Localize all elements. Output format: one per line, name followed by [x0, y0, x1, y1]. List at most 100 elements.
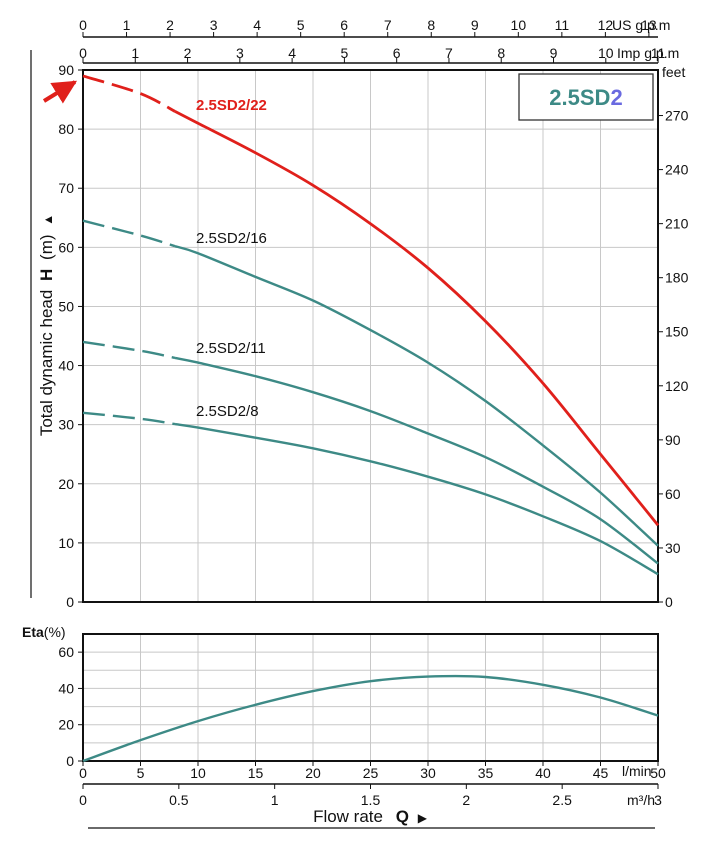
model-title-main: 2.5SD	[549, 85, 610, 110]
m3h-tick-label: 0.5	[169, 792, 189, 808]
m3h-tick-label: 2	[462, 792, 470, 808]
head-curves	[82, 74, 660, 576]
curve-2-5sd2-16-dashed	[82, 219, 176, 248]
eta-ticks: 0 20 40 60	[58, 644, 83, 769]
curve-2-5sd2-11-dashed	[82, 340, 176, 360]
curve-2-5sd2-11	[174, 356, 659, 565]
curve-label-2-5sd2-22: 2.5SD2/22	[196, 97, 267, 114]
head-feet-tick-label: 120	[665, 378, 689, 394]
efficiency-curve-group	[82, 674, 659, 763]
curve-2-5sd2-8	[174, 422, 659, 576]
main-grid	[82, 69, 659, 603]
feet-unit-label: feet	[662, 64, 685, 80]
m3h-tick-label: 0	[79, 792, 87, 808]
eta-tick-label: 40	[58, 680, 74, 696]
head-m-ticks: 0 10 20 30 40 50 60 70 80 90	[58, 62, 83, 610]
head-m-tick-label: 80	[58, 121, 74, 137]
head-m-tick-label: 60	[58, 239, 74, 255]
head-feet-tick-label: 210	[665, 216, 689, 232]
m3h-unit: m³/h	[627, 792, 655, 808]
lmin-tick-label: 50	[650, 765, 666, 781]
head-m-tick-label: 30	[58, 417, 74, 433]
curve-2-5sd2-22	[174, 110, 660, 527]
head-m-tick-label: 70	[58, 180, 74, 196]
head-m-tick-label: 0	[66, 594, 74, 610]
head-feet-tick-label: 270	[665, 108, 689, 124]
imp-gpm-unit: Imp g.p.m	[617, 45, 679, 61]
head-m-tick-label: 20	[58, 476, 74, 492]
us-gpm-tick-label: 6	[340, 17, 348, 33]
head-m-tick-label: 40	[58, 358, 74, 374]
model-title: 2.5SD2	[549, 85, 622, 110]
head-axis-title-text: Total dynamic head	[37, 290, 56, 436]
curve-2-5sd2-22-dashed	[82, 74, 176, 113]
head-m-tick-label: 90	[58, 62, 74, 78]
us-gpm-tick-label: 11	[555, 17, 570, 33]
us-gpm-tick-label: 1	[123, 17, 131, 33]
head-axis-symbol: H	[37, 269, 56, 281]
m3h-tick-label: 1	[271, 792, 279, 808]
head-axis-title: Total dynamic head H (m) ▲	[37, 214, 56, 436]
flow-rate-axis-arrow-glyph: ▶	[418, 811, 428, 825]
head-m-tick-label: 50	[58, 298, 74, 314]
us-gpm-tick-label: 5	[297, 17, 305, 33]
m3h-tick-label: 3	[654, 792, 662, 808]
imp-gpm-tick-label: 9	[550, 45, 558, 61]
us-gpm-tick-label: 9	[471, 17, 479, 33]
imp-gpm-tick-label: 7	[445, 45, 453, 61]
head-feet-ticks: 0 30 60 90 120 150 180 210 240 270	[658, 108, 689, 610]
lmin-tick-label: 0	[79, 765, 87, 781]
m3h-tick-label: 1.5	[361, 792, 381, 808]
eta-tick-label: 60	[58, 644, 74, 660]
eta-axis-title-text: Eta	[22, 624, 44, 640]
lmin-tick-label: 25	[363, 765, 379, 781]
top-flow-axes: 0 1 2 3 4 5 6 7 8 9 10 11 12 13 0 1 2 3 4 5 6 7 8 9 10 11 US g.p…	[79, 17, 679, 64]
imp-gpm-tick-label: 5	[341, 45, 349, 61]
us-gpm-tick-label: 0	[79, 17, 87, 33]
eta-tick-label: 20	[58, 717, 74, 733]
head-axis-arrow-glyph: ▲	[41, 214, 55, 226]
m3h-tick-label: 2.5	[552, 792, 572, 808]
head-axis-unit: (m)	[37, 234, 56, 259]
us-gpm-tick-label: 2	[166, 17, 174, 33]
flow-rate-axis-title: Flow rate Q ▶	[313, 807, 428, 826]
us-gpm-unit: US g.p.m	[612, 17, 670, 33]
imp-gpm-tick-label: 3	[236, 45, 244, 61]
curve-label-2-5sd2-11: 2.5SD2/11	[196, 340, 266, 357]
main-plot-frame	[82, 69, 659, 603]
lmin-tick-label: 45	[593, 765, 609, 781]
us-gpm-ticks: 0 1 2 3 4 5 6 7 8 9 10 11 12 13	[79, 17, 657, 37]
imp-gpm-tick-label: 10	[598, 45, 614, 61]
lmin-tick-label: 30	[420, 765, 436, 781]
lmin-ticks: 0 5 10 15 20 25 30 35 40 45 50	[79, 761, 666, 781]
lmin-tick-label: 40	[535, 765, 551, 781]
us-gpm-tick-label: 12	[598, 17, 614, 33]
curve-label-2-5sd2-16: 2.5SD2/16	[196, 230, 267, 247]
eta-tick-label: 0	[66, 753, 74, 769]
lmin-unit: l/min	[622, 763, 652, 779]
head-feet-tick-label: 90	[665, 432, 681, 448]
imp-gpm-tick-label: 8	[497, 45, 505, 61]
head-feet-tick-label: 150	[665, 324, 689, 340]
us-gpm-tick-label: 13	[641, 17, 657, 33]
red-arrow-pointer	[42, 80, 78, 104]
lmin-tick-label: 10	[190, 765, 206, 781]
us-gpm-tick-label: 3	[210, 17, 218, 33]
imp-gpm-ticks: 0 1 2 3 4 5 6 7 8 9 10 11	[79, 45, 666, 63]
imp-gpm-tick-label: 2	[184, 45, 192, 61]
imp-gpm-tick-label: 11	[651, 45, 666, 61]
efficiency-curve	[82, 674, 659, 763]
head-feet-tick-label: 30	[665, 540, 681, 556]
head-feet-tick-label: 180	[665, 270, 689, 286]
imp-gpm-tick-label: 6	[393, 45, 401, 61]
imp-gpm-tick-label: 0	[79, 45, 87, 61]
flow-rate-axis-title-text: Flow rate	[313, 807, 383, 826]
head-feet-tick-label: 240	[665, 162, 689, 178]
us-gpm-tick-label: 10	[511, 17, 527, 33]
curve-2-5sd2-8-dashed	[82, 411, 176, 426]
lmin-tick-label: 15	[248, 765, 264, 781]
head-feet-tick-label: 0	[665, 594, 673, 610]
flow-rate-axis-symbol: Q	[396, 807, 409, 826]
curve-label-2-5sd2-8: 2.5SD2/8	[196, 403, 259, 420]
